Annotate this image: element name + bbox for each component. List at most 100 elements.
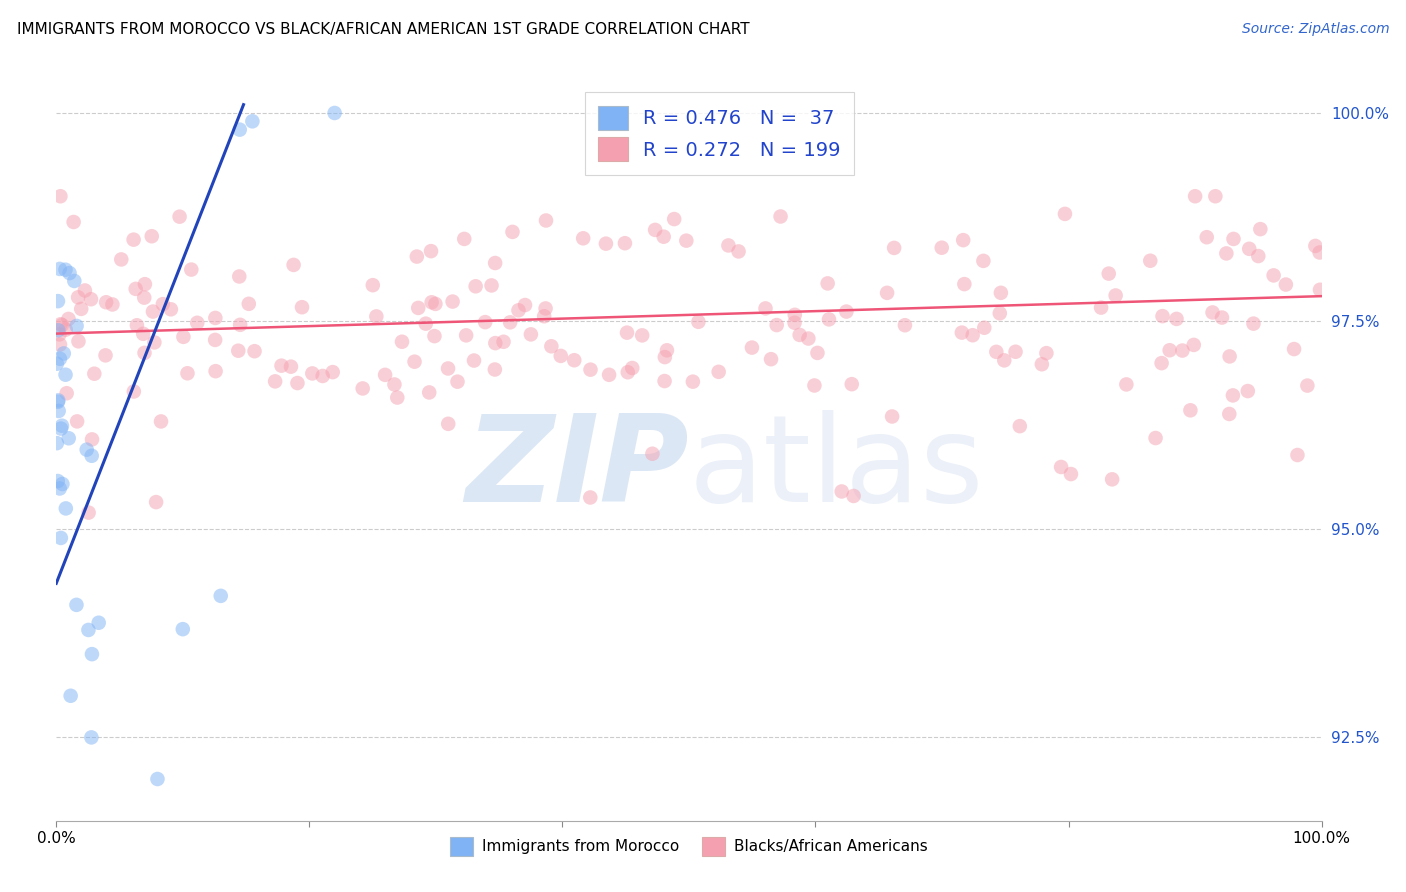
Point <box>141 229 163 244</box>
Point <box>1215 246 1237 260</box>
Point <box>818 312 841 326</box>
Point <box>134 277 156 292</box>
Point <box>841 377 863 392</box>
Point <box>655 343 678 358</box>
Point <box>993 353 1015 368</box>
Point <box>150 414 173 428</box>
Point <box>1249 222 1271 236</box>
Point <box>209 589 232 603</box>
Point <box>87 615 110 630</box>
Point <box>160 302 183 317</box>
Point <box>48 482 70 496</box>
Point <box>1218 407 1240 421</box>
Point <box>644 223 666 237</box>
Point <box>835 304 858 318</box>
Point <box>1101 472 1123 486</box>
Point <box>572 231 595 245</box>
Point <box>952 233 974 247</box>
Point <box>769 210 792 224</box>
Point <box>45 357 67 371</box>
Point <box>228 269 250 284</box>
Point <box>80 449 103 463</box>
Point <box>617 365 640 379</box>
Point <box>77 506 100 520</box>
Point <box>425 297 447 311</box>
Point <box>46 474 69 488</box>
Point <box>229 318 252 332</box>
Point <box>1219 350 1241 364</box>
Point <box>169 210 191 224</box>
Point <box>1104 288 1126 302</box>
Point <box>540 339 562 353</box>
Point <box>513 298 536 312</box>
Point <box>876 285 898 300</box>
Point <box>641 447 664 461</box>
Point <box>145 495 167 509</box>
Point <box>1286 448 1309 462</box>
Point <box>803 378 825 392</box>
Point <box>361 278 384 293</box>
Point <box>45 436 67 450</box>
Point <box>83 367 105 381</box>
Point <box>49 421 72 435</box>
Point <box>492 334 515 349</box>
Point <box>831 484 853 499</box>
Point <box>654 350 676 364</box>
Point <box>1236 384 1258 398</box>
Point <box>613 236 636 251</box>
Point <box>415 317 437 331</box>
Point <box>446 375 468 389</box>
Point <box>243 344 266 359</box>
Point <box>550 349 572 363</box>
Point <box>437 417 460 431</box>
Point <box>80 647 103 661</box>
Point <box>311 368 333 383</box>
Point <box>950 326 973 340</box>
Point <box>48 404 70 418</box>
Point <box>727 244 749 259</box>
Point <box>143 335 166 350</box>
Point <box>49 351 72 366</box>
Text: Source: ZipAtlas.com: Source: ZipAtlas.com <box>1241 22 1389 37</box>
Point <box>67 290 90 304</box>
Point <box>1195 230 1218 244</box>
Point <box>972 253 994 268</box>
Point <box>806 346 828 360</box>
Point <box>1305 239 1327 253</box>
Point <box>453 232 475 246</box>
Point <box>1180 403 1202 417</box>
Point <box>404 354 426 368</box>
Point <box>533 310 555 324</box>
Point <box>48 327 70 342</box>
Point <box>58 431 80 445</box>
Point <box>70 301 93 316</box>
Point <box>508 303 530 318</box>
Point <box>988 306 1011 320</box>
Point <box>484 336 506 351</box>
Point <box>1263 268 1285 283</box>
Point <box>883 241 905 255</box>
Point <box>501 225 523 239</box>
Point <box>1008 419 1031 434</box>
Point <box>682 375 704 389</box>
Point <box>880 409 903 424</box>
Point <box>484 362 506 376</box>
Point <box>1296 378 1319 392</box>
Point <box>1152 309 1174 323</box>
Point <box>46 394 69 409</box>
Point <box>77 623 100 637</box>
Point <box>1060 467 1083 481</box>
Point <box>48 261 70 276</box>
Point <box>62 215 84 229</box>
Point <box>49 189 72 203</box>
Point <box>55 386 77 401</box>
Point <box>894 318 917 333</box>
Point <box>405 250 427 264</box>
Point <box>94 295 117 310</box>
Point <box>55 368 77 382</box>
Point <box>1222 232 1244 246</box>
Point <box>46 294 69 309</box>
Point <box>520 327 543 342</box>
Point <box>441 294 464 309</box>
Point <box>654 374 676 388</box>
